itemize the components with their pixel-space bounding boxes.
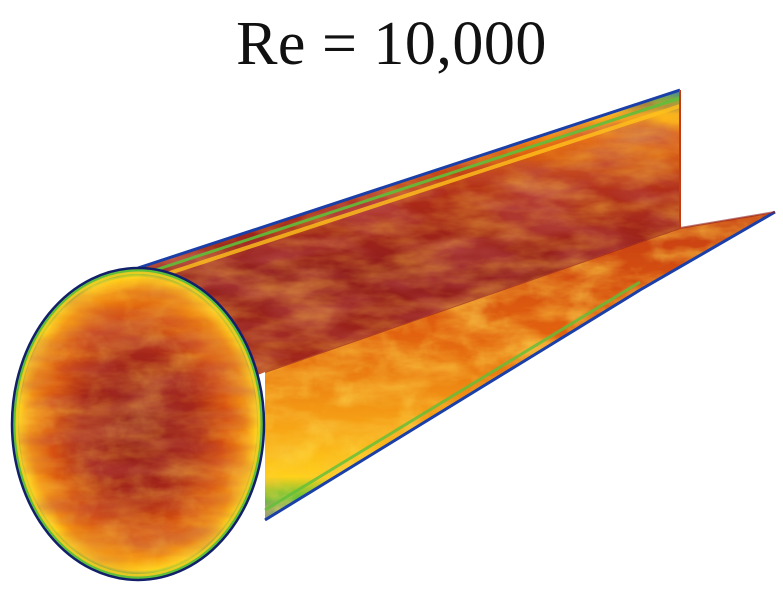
figure-title: Re = 10,000 bbox=[236, 10, 547, 78]
cross-section-disc bbox=[10, 266, 266, 582]
